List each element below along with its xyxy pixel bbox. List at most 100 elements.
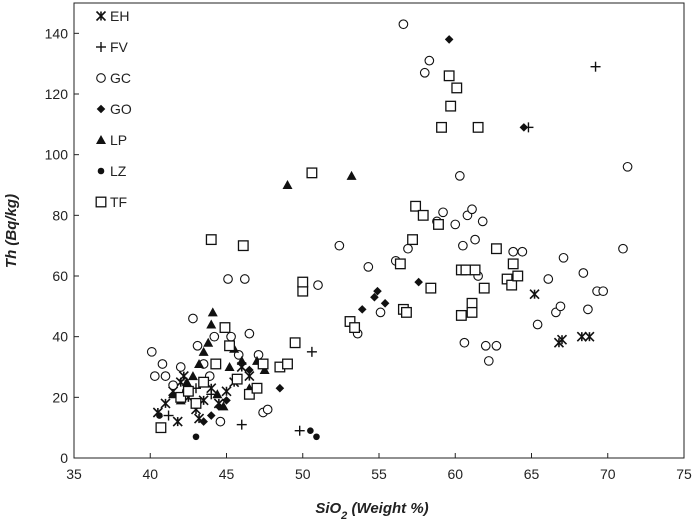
data-point-gc <box>622 161 633 172</box>
data-point-fv <box>306 346 317 357</box>
data-point-go <box>275 383 285 393</box>
data-point-eh <box>172 416 183 427</box>
data-point-tf <box>155 422 167 434</box>
x-tick-label: 60 <box>447 466 463 482</box>
data-point-lp <box>207 307 218 317</box>
data-point-gc <box>244 328 255 339</box>
data-point-tf <box>210 358 222 370</box>
y-tick-label: 40 <box>52 329 68 345</box>
data-point-go <box>214 402 224 411</box>
legend-marker-fv <box>96 42 106 52</box>
data-point-tf <box>466 306 478 318</box>
data-point-go <box>370 292 379 302</box>
data-point-eh <box>556 334 568 345</box>
x-axis-title: SiO2 (Weight %) <box>315 500 428 522</box>
data-point-tf <box>466 297 478 309</box>
data-point-gc <box>483 356 494 366</box>
x-tick-label: 45 <box>219 466 235 482</box>
data-point-fv <box>236 419 247 430</box>
legend-marker-lz <box>97 167 105 175</box>
data-point-gc <box>253 350 264 360</box>
data-point-gc <box>477 216 488 227</box>
data-point-gc <box>578 268 589 278</box>
data-point-tf <box>443 70 455 82</box>
data-point-tf <box>289 337 301 349</box>
data-point-tf <box>407 234 419 246</box>
y-tick-label: 60 <box>52 268 68 284</box>
data-point-tf <box>478 282 490 294</box>
data-point-gc <box>334 240 345 251</box>
data-point-lz <box>156 412 163 419</box>
y-tick-label: 80 <box>52 207 68 223</box>
data-point-gc <box>239 274 250 284</box>
data-point-gc <box>262 404 273 415</box>
data-point-gc <box>209 331 220 342</box>
data-point-go <box>373 286 382 296</box>
data-point-tf <box>306 167 318 179</box>
data-point-gc <box>146 346 157 357</box>
data-point-gc <box>438 207 448 218</box>
legend-label-eh: EH <box>110 8 129 24</box>
data-point-lp <box>282 180 293 189</box>
y-axis-title: Th (Bq/kg) <box>3 194 20 268</box>
data-point-gc <box>454 171 465 181</box>
x-axis: 35 40 45 50 55 60 65 70 75 <box>66 453 692 482</box>
data-point-tf <box>425 282 437 294</box>
data-point-tf <box>507 258 519 270</box>
data-point-eh <box>160 398 171 409</box>
data-point-tf <box>394 258 406 270</box>
data-point-tf <box>410 200 422 212</box>
data-point-tf <box>417 209 429 221</box>
data-point-eh <box>584 331 595 342</box>
data-point-lp <box>194 358 205 368</box>
data-point-gc <box>543 274 554 284</box>
data-point-lp <box>218 401 229 411</box>
data-point-tf <box>445 100 457 112</box>
data-point-lp <box>346 170 357 180</box>
data-point-gc <box>313 280 323 290</box>
data-point-lp <box>212 389 223 399</box>
data-point-tf <box>460 264 472 276</box>
data-point-tf <box>205 234 217 246</box>
legend-label-gc: GC <box>110 70 131 86</box>
data-point-gc <box>192 340 203 351</box>
y-tick-label: 120 <box>45 86 69 102</box>
x-tick-label: 65 <box>524 466 540 482</box>
legend-marker-tf <box>95 196 107 208</box>
legend: EH FV GC GO LP LZ TF <box>95 8 132 210</box>
data-point-tf <box>490 243 502 255</box>
data-point-lp <box>181 377 192 387</box>
data-point-gc <box>160 371 171 381</box>
data-point-gc <box>470 234 480 245</box>
x-tick-label: 70 <box>600 466 616 482</box>
x-axis-title-sub: 2 <box>340 510 347 522</box>
data-point-tf <box>349 322 361 334</box>
data-point-lp <box>198 346 209 356</box>
data-point-eh <box>576 331 587 342</box>
data-point-gc <box>598 286 609 297</box>
data-point-tf <box>224 340 236 352</box>
data-point-tf <box>436 121 447 133</box>
data-point-lp <box>259 365 270 375</box>
data-point-gc <box>188 313 198 324</box>
data-point-fv <box>163 410 174 421</box>
data-point-tf <box>469 264 481 276</box>
data-point-tf <box>175 391 187 403</box>
plot-area <box>73 2 685 459</box>
data-point-tf <box>182 385 194 397</box>
data-point-lp <box>236 355 247 365</box>
data-point-gc <box>226 331 236 342</box>
data-point-gc <box>467 204 477 215</box>
legend-label-tf: TF <box>110 194 127 210</box>
data-point-gc <box>419 67 430 78</box>
data-point-gc <box>363 262 374 272</box>
data-point-gc <box>618 243 628 254</box>
data-point-go <box>519 123 529 132</box>
data-point-gc <box>403 243 413 254</box>
data-point-tf <box>297 276 309 288</box>
data-point-tf <box>400 306 412 318</box>
data-point-gc <box>480 340 491 351</box>
y-tick-label: 100 <box>45 147 69 163</box>
data-point-fv <box>294 425 305 436</box>
